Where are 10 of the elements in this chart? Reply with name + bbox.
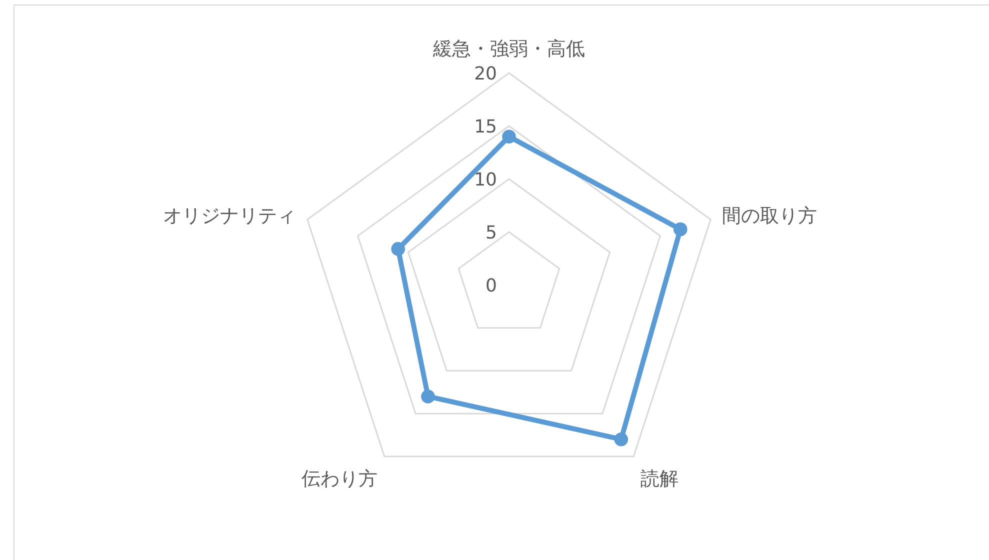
spoke-label: 読解 (640, 468, 679, 490)
spoke-label: 間の取り方 (722, 204, 818, 227)
spoke-label: 緩急・強弱・高低 (432, 38, 585, 60)
y-tick-label: 10 (474, 169, 497, 190)
spoke-label: 伝わり方 (301, 468, 378, 490)
y-tick-label: 5 (486, 222, 497, 244)
y-tick-label: 20 (474, 63, 497, 84)
y-tick-label: 15 (474, 116, 497, 138)
spoke-label: オリジナリティ (162, 204, 296, 227)
y-tick-label: 0 (486, 275, 497, 296)
